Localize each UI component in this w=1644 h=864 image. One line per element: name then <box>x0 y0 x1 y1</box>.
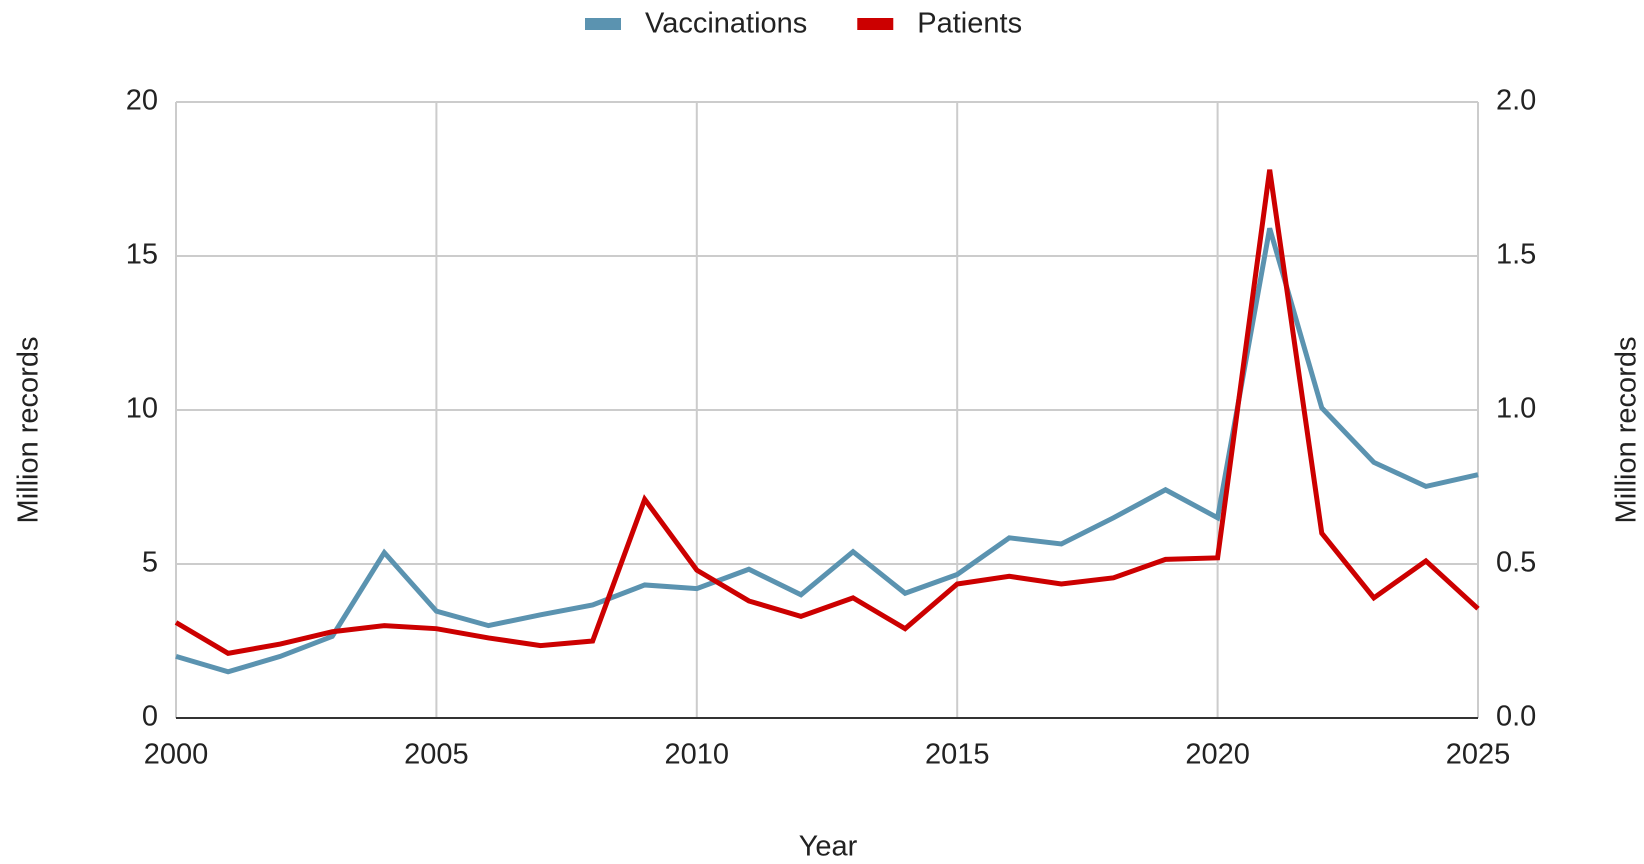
y2-tick-label: 2.0 <box>1496 85 1536 117</box>
y-tick-label: 0 <box>142 701 158 733</box>
series-line <box>175 227 1479 675</box>
y-tick-label: 5 <box>142 547 158 579</box>
x-tick-label: 2010 <box>665 739 730 771</box>
legend-swatch <box>857 18 894 30</box>
legend-swatch <box>585 18 621 30</box>
y-tick-label: 20 <box>126 85 158 117</box>
y-tick-label: 10 <box>126 393 158 425</box>
legend-label: Patients <box>917 8 1022 40</box>
legend-label: Vaccinations <box>645 8 807 40</box>
x-tick-label: 2025 <box>1446 739 1511 771</box>
y2-tick-label: 1.5 <box>1496 239 1536 271</box>
y2-axis-label: Million records <box>1611 337 1643 524</box>
series-line <box>174 169 1480 656</box>
x-tick-label: 2000 <box>144 739 209 771</box>
x-tick-label: 2015 <box>925 739 990 771</box>
y-tick-label: 15 <box>126 239 158 271</box>
y2-tick-label: 0.5 <box>1496 547 1536 579</box>
y-axis-label: Million records <box>13 337 45 524</box>
x-tick-label: 2020 <box>1185 739 1250 771</box>
x-axis-label: Year <box>799 831 858 863</box>
x-tick-label: 2005 <box>404 739 469 771</box>
y2-tick-label: 0.0 <box>1496 701 1536 733</box>
y2-tick-label: 1.0 <box>1496 393 1536 425</box>
